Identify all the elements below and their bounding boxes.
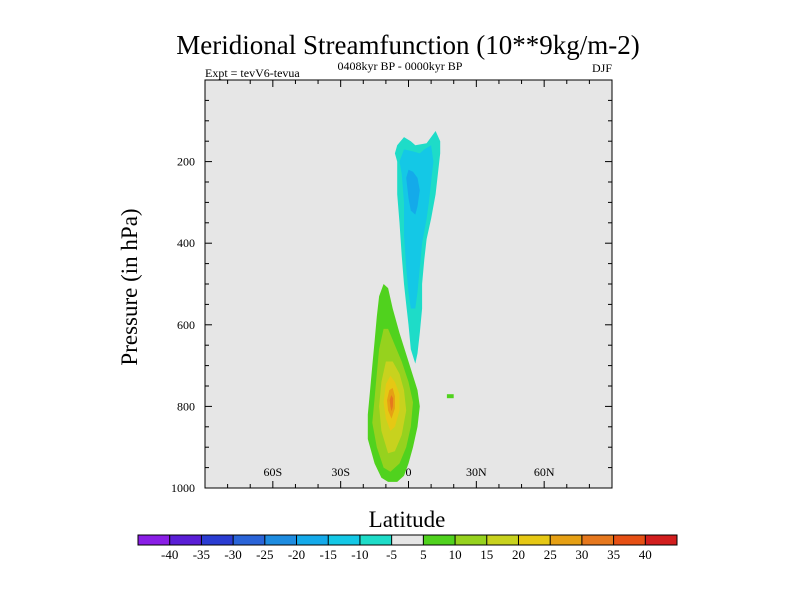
colorbar-label: 20	[512, 547, 525, 562]
x-tick-label: 0	[406, 465, 412, 479]
colorbar-box	[391, 535, 424, 545]
contour-pos-30-8	[389, 395, 394, 412]
season-label: DJF	[592, 61, 612, 75]
colorbar-box	[169, 535, 202, 545]
colorbar-box	[233, 535, 266, 545]
colorbar-label: -40	[161, 547, 178, 562]
experiment-label: Expt = tevV6-tevua	[205, 66, 300, 80]
colorbar-box	[359, 535, 392, 545]
period-label: 0408kyr BP - 0000kyr BP	[338, 59, 463, 73]
contour-pos-5-9	[446, 394, 454, 399]
colorbar-label: -35	[193, 547, 210, 562]
y-tick-label: 400	[177, 236, 195, 250]
x-axis-title: Latitude	[369, 507, 446, 532]
colorbar-label: 25	[544, 547, 557, 562]
colorbar-box	[138, 535, 171, 545]
x-tick-label: 60N	[534, 465, 555, 479]
contour-neg-15-2	[406, 169, 420, 215]
y-axis-title: Pressure (in hPa)	[117, 208, 142, 365]
colorbar-box	[550, 535, 583, 545]
colorbar-box	[328, 535, 361, 545]
colorbar-label: 5	[420, 547, 427, 562]
x-tick-label: 30N	[466, 465, 487, 479]
colorbar-label: 40	[639, 547, 652, 562]
y-tick-label: 800	[177, 399, 195, 413]
y-tick-label: 200	[177, 155, 195, 169]
colorbar-label: -15	[320, 547, 337, 562]
contour-layer	[367, 131, 454, 482]
colorbar-box	[264, 535, 297, 545]
colorbar-box	[613, 535, 646, 545]
colorbar-label: -20	[288, 547, 305, 562]
colorbar-box	[423, 535, 456, 545]
colorbar-box	[645, 535, 678, 545]
x-tick-label: 30S	[331, 465, 350, 479]
colorbar-label: -30	[224, 547, 241, 562]
colorbar-box	[518, 535, 551, 545]
y-tick-label: 1000	[171, 481, 195, 495]
colorbar-box	[201, 535, 234, 545]
colorbar-label: -5	[386, 547, 397, 562]
chart-title: Meridional Streamfunction (10**9kg/m-2)	[176, 30, 639, 60]
x-tick-label: 60S	[263, 465, 282, 479]
colorbar-label: 35	[607, 547, 620, 562]
colorbar-box	[455, 535, 488, 545]
colorbar-label: -25	[256, 547, 273, 562]
colorbar-label: 15	[480, 547, 493, 562]
y-tick-label: 600	[177, 318, 195, 332]
colorbar-box	[486, 535, 519, 545]
colorbar: -40 -35 -30 -25 -20 -15 -10 -5 5 10 15 20 25 30 35 40	[137, 534, 678, 562]
colorbar-box	[296, 535, 329, 545]
colorbar-frame	[137, 534, 678, 546]
colorbar-label: -10	[351, 547, 368, 562]
colorbar-label: 10	[449, 547, 462, 562]
axis-ticks: 200 400 600 800 1000 60S 30S 0 30N 60N	[171, 80, 612, 495]
colorbar-box	[581, 535, 614, 545]
colorbar-label: 30	[575, 547, 588, 562]
